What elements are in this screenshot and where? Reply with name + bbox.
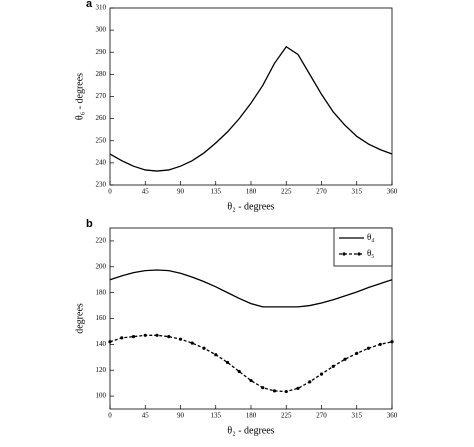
- data-point: [120, 336, 124, 340]
- x-tick-label: 315: [352, 412, 363, 420]
- panel-label: a: [86, 0, 93, 10]
- data-point: [167, 335, 171, 339]
- legend-marker: [357, 252, 361, 256]
- y-tick-label: 140: [96, 340, 107, 348]
- x-tick-label: 315: [352, 188, 363, 196]
- x-tick-label: 90: [177, 412, 185, 420]
- series-line: [109, 334, 393, 393]
- x-tick-label: 360: [387, 188, 398, 196]
- y-tick-label: 260: [96, 114, 107, 122]
- y-tick-label: 310: [96, 4, 107, 12]
- x-tick-label: 180: [246, 188, 257, 196]
- y-tick-label: 290: [96, 48, 107, 56]
- x-tick-label: 180: [246, 412, 257, 420]
- data-point: [225, 360, 230, 365]
- data-point: [178, 337, 183, 341]
- x-tick-label: 225: [281, 412, 292, 420]
- data-point: [331, 364, 335, 368]
- y-tick-label: 270: [96, 92, 107, 100]
- panel-label: b: [86, 218, 93, 230]
- data-point: [237, 369, 241, 374]
- data-point: [296, 386, 300, 390]
- x-tick-label: 360: [387, 412, 398, 420]
- y-tick-label: 160: [96, 314, 107, 322]
- x-tick-label: 0: [108, 188, 112, 196]
- y-axis-label: degrees: [74, 303, 85, 334]
- legend-label: θ₄: [367, 232, 374, 242]
- x-tick-label: 45: [142, 412, 150, 420]
- data-point: [131, 335, 136, 339]
- data-point: [202, 346, 206, 350]
- data-point: [214, 353, 218, 357]
- data-point: [272, 389, 277, 393]
- data-point: [343, 357, 347, 361]
- data-point: [308, 380, 312, 384]
- x-tick-label: 270: [316, 188, 327, 196]
- data-point: [155, 333, 159, 337]
- legend-box: [333, 227, 393, 267]
- y-tick-label: 220: [96, 237, 107, 245]
- y-tick-label: 180: [96, 288, 107, 296]
- x-tick-label: 90: [177, 188, 185, 196]
- y-tick-label: 120: [96, 366, 107, 374]
- data-point: [249, 378, 253, 383]
- data-point: [261, 386, 265, 390]
- x-tick-label: 135: [211, 188, 222, 196]
- data-point: [378, 342, 382, 346]
- y-tick-label: 200: [96, 262, 107, 270]
- y-tick-label: 100: [96, 392, 107, 400]
- y-tick-label: 230: [96, 181, 107, 189]
- data-point: [190, 341, 194, 345]
- x-tick-label: 0: [108, 412, 112, 420]
- legend-marker: [342, 252, 346, 256]
- y-tick-label: 240: [96, 158, 107, 166]
- series-line: [109, 269, 393, 308]
- x-axis-label: θ₂ - degrees: [227, 201, 274, 212]
- y-axis-label: θ₆ - degrees: [74, 73, 85, 120]
- legend-label: θ₅: [367, 248, 374, 258]
- data-point: [108, 340, 112, 344]
- data-point: [319, 372, 324, 376]
- data-point: [355, 351, 359, 356]
- series-line: [109, 45, 393, 172]
- x-axis-label: θ₂ - degrees: [227, 425, 274, 436]
- data-point: [390, 340, 394, 344]
- plot-frame: [109, 7, 393, 186]
- x-tick-label: 135: [211, 412, 222, 420]
- data-point: [366, 346, 371, 350]
- x-tick-label: 270: [316, 412, 327, 420]
- x-tick-label: 45: [142, 188, 150, 196]
- data-point: [284, 389, 288, 394]
- y-tick-label: 280: [96, 70, 107, 78]
- y-tick-label: 250: [96, 136, 107, 144]
- data-point: [143, 333, 147, 337]
- x-tick-label: 225: [281, 188, 292, 196]
- y-tick-label: 300: [96, 26, 107, 34]
